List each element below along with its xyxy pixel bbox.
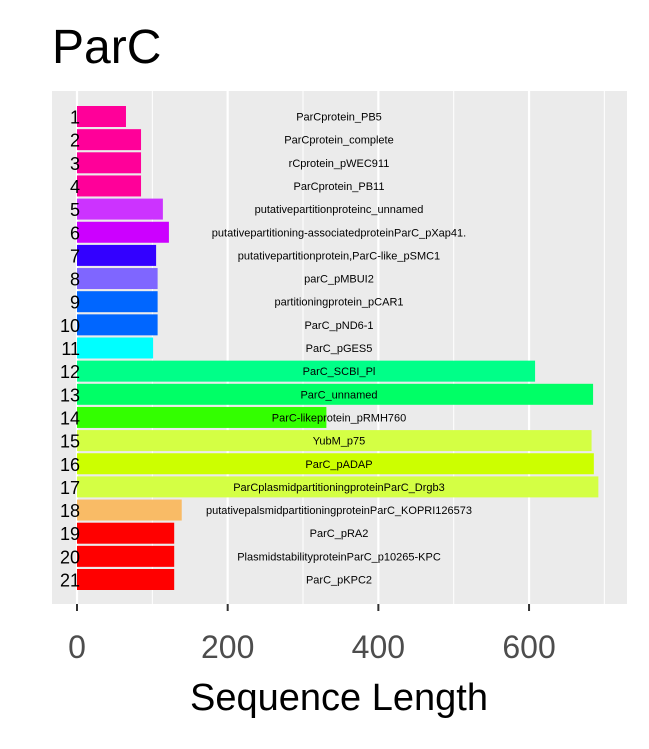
bar-label: ParCplasmidpartitioningproteinParC_Drgb3: [233, 482, 445, 494]
category-tick-label: 9: [70, 293, 80, 313]
category-tick-label: 2: [70, 131, 80, 151]
bar-label: YubM_p75: [313, 436, 366, 448]
category-tick-label: 15: [60, 432, 80, 452]
bars: [77, 106, 599, 590]
bar-label: ParC_pND6-1: [304, 320, 373, 332]
category-tick-label: 4: [70, 177, 80, 197]
bar-label: ParC-likeprotein_pRMH760: [272, 412, 407, 424]
bar-label: ParC_pKPC2: [306, 575, 372, 587]
bar: [77, 337, 154, 359]
bar: [77, 291, 158, 313]
bar: [77, 198, 163, 220]
bar: [77, 360, 536, 382]
bar: [77, 406, 327, 428]
bar: [77, 175, 142, 197]
bar: [77, 244, 157, 266]
bar-label: ParC_pADAP: [305, 459, 372, 471]
chart-title: ParC: [52, 21, 161, 74]
bar: [77, 129, 142, 151]
grid-lines: [75, 91, 605, 604]
bar: [77, 268, 158, 290]
bar-label: ParC_pGES5: [306, 343, 373, 355]
bar: [77, 545, 175, 567]
category-tick-label: 8: [70, 270, 80, 290]
bar: [77, 152, 142, 174]
category-tick-label: 5: [70, 200, 80, 220]
x-axis: 0 200 400 600: [68, 604, 556, 665]
bar-label: ParC_unnamed: [300, 389, 377, 401]
bar-label: ParCprotein_complete: [284, 135, 393, 147]
bar: [77, 221, 169, 243]
category-tick-label: 20: [60, 547, 80, 567]
category-tick-label: 3: [70, 154, 80, 174]
bar-label: putativepartitionproteinc_unnamed: [255, 204, 424, 216]
bar: [77, 476, 599, 498]
category-tick-label: 6: [70, 223, 80, 243]
category-tick-label: 14: [60, 408, 80, 428]
x-tick-label: 600: [502, 629, 555, 665]
bar-label: ParCprotein_PB5: [296, 112, 382, 124]
category-tick-label: 21: [60, 571, 80, 591]
x-tick-label: 0: [68, 629, 86, 665]
bar: [77, 430, 592, 452]
bar-label: ParC_pRA2: [310, 528, 369, 540]
bar-label: ParCprotein_PB11: [294, 181, 385, 193]
bar: [77, 383, 594, 405]
category-tick-label: 17: [60, 478, 80, 498]
bar-label: partitioningprotein_pCAR1: [274, 297, 403, 309]
bar-label: rCprotein_pWEC911: [289, 158, 390, 170]
category-tick-label: 19: [60, 524, 80, 544]
bar-label: ParC_SCBI_Pl: [303, 366, 376, 378]
x-tick-label: 200: [201, 629, 254, 665]
category-tick-label: 18: [60, 501, 80, 521]
bar-label: PlasmidstabilityproteinParC_p10265-KPC: [237, 551, 441, 563]
bar-label: putativepartitioning-associatedproteinPa…: [212, 227, 466, 239]
x-axis-title: Sequence Length: [190, 677, 488, 719]
category-tick-label: 10: [60, 316, 80, 336]
category-tick-label: 13: [60, 385, 80, 405]
bar-label: parC_pMBUI2: [304, 274, 374, 286]
bar: [77, 499, 182, 521]
category-tick-label: 16: [60, 455, 80, 475]
x-tick-label: 400: [352, 629, 405, 665]
bar: [77, 106, 126, 127]
bar: [77, 522, 175, 544]
category-tick-label: 1: [70, 108, 80, 128]
bar: [77, 453, 594, 475]
category-tick-label: 7: [70, 246, 80, 266]
bar-label: putativepartitionprotein,ParC-like_pSMC1: [238, 250, 440, 262]
bar-labels: ParCprotein_PB5 ParCprotein_complete rCpro…: [206, 112, 472, 587]
bar: [77, 569, 175, 590]
bar-label: putativepalsmidpartitioningproteinParC_K…: [206, 505, 472, 517]
category-tick-label: 12: [60, 362, 80, 382]
bar: [77, 314, 158, 336]
category-tick-label: 11: [61, 339, 80, 359]
